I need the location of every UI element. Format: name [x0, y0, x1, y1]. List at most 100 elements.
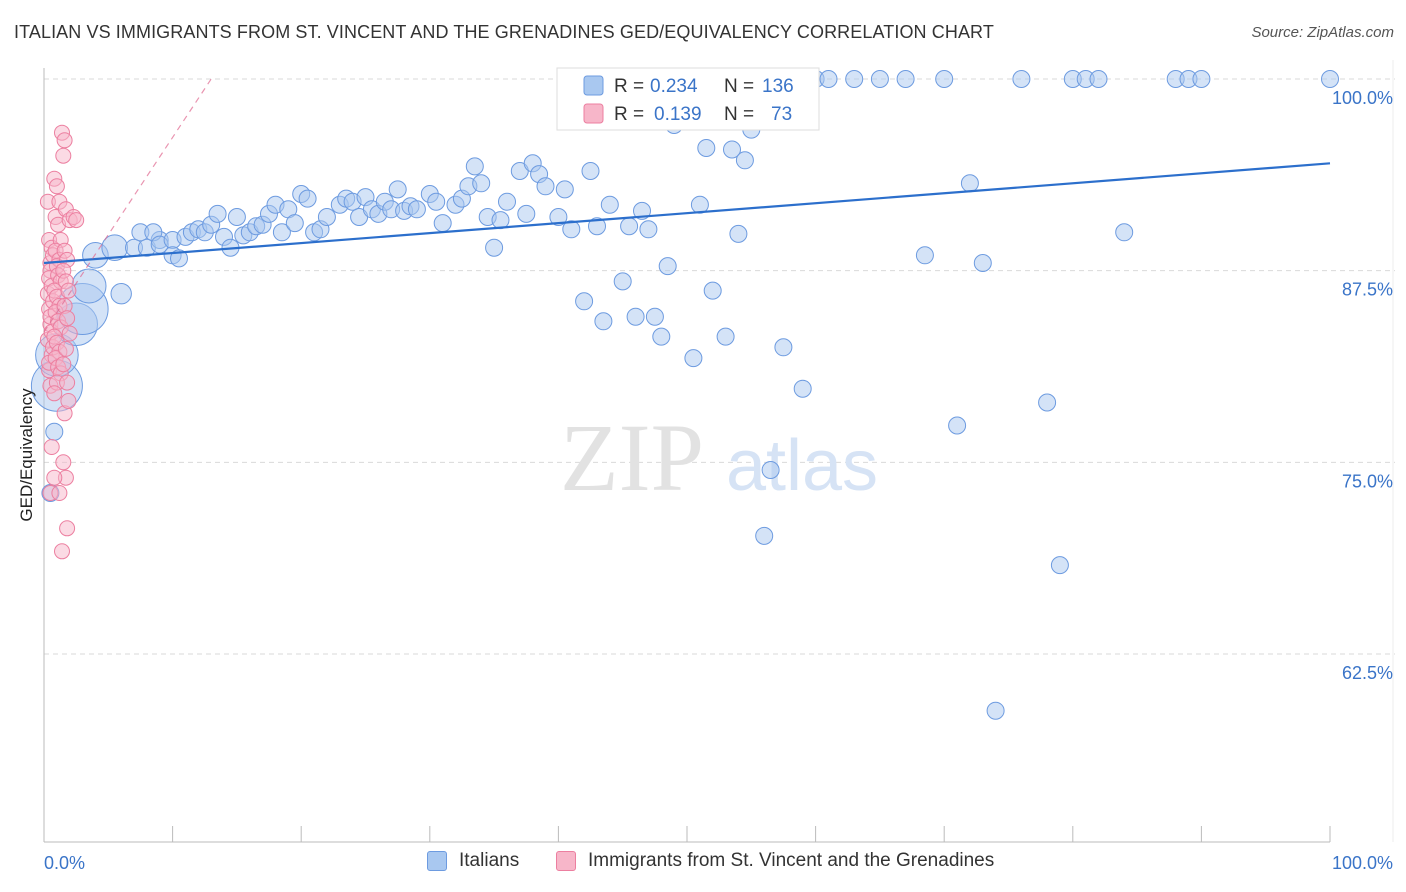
italians-point-68 — [517, 204, 536, 223]
italians-point-81 — [620, 217, 639, 236]
italians-point-115 — [948, 416, 967, 435]
immigrants-point-58 — [59, 310, 76, 327]
data-points — [30, 70, 1339, 720]
italians-point-54 — [407, 200, 426, 219]
italians-point-91 — [684, 349, 703, 368]
italians-point-41 — [317, 208, 336, 226]
italians-point-86 — [652, 327, 671, 346]
legend-label-italians: Italians — [459, 850, 520, 871]
italians-point-18 — [170, 249, 188, 268]
legend-label-immigrants: Immigrants from St. Vincent and the Gren… — [588, 850, 995, 871]
immigrants-point-59 — [61, 325, 78, 342]
source-label: Source: ZipAtlas.com — [1251, 24, 1394, 41]
italians-point-96 — [723, 140, 741, 159]
y-tick-label-3: 100.0% — [1332, 88, 1393, 108]
italians-point-118 — [986, 701, 1005, 720]
italians-point-75 — [575, 292, 594, 311]
italians-point-61 — [465, 157, 484, 176]
y-tick-label-1: 75.0% — [1342, 471, 1393, 491]
italians-point-128 — [1192, 70, 1211, 88]
italians-point-112 — [896, 70, 915, 88]
italians-point-94 — [703, 281, 722, 300]
italians-point-85 — [645, 307, 664, 326]
legend-item-immigrants: Immigrants from St. Vincent and the Gren… — [556, 850, 994, 872]
italians-point-120 — [1038, 393, 1057, 412]
italians-point-87 — [658, 257, 677, 276]
italians-point-79 — [600, 195, 619, 214]
legend-swatch-immigrants — [556, 851, 576, 871]
italians-point-7 — [110, 283, 132, 305]
y-tick-label-2: 87.5% — [1342, 280, 1393, 300]
italians-point-84 — [639, 220, 658, 239]
y-axis-label: GED/Equivalency — [17, 388, 36, 522]
italians-point-109 — [819, 70, 838, 88]
italians-point-77 — [588, 217, 606, 236]
legend-r-label-1: R = — [614, 76, 644, 97]
immigrants-point-44 — [46, 385, 63, 402]
legend-n-label-2: N = — [724, 104, 754, 125]
italians-point-124 — [1089, 70, 1108, 88]
immigrants-point-67 — [59, 520, 76, 537]
italians-point-101 — [755, 526, 774, 545]
italians-point-78 — [594, 312, 613, 331]
italians-point-27 — [227, 208, 246, 226]
tick-labels: 62.5% 75.0% 87.5% 100.0% 0.0% 100.0% — [44, 88, 1393, 873]
legend-item-italians: Italians — [427, 850, 519, 872]
y-tick-label-0: 62.5% — [1342, 663, 1393, 683]
legend-swatch-blue — [583, 75, 604, 96]
immigrants-point-64 — [55, 454, 72, 471]
immigrants-point-66 — [54, 543, 70, 560]
stats-legend: R = 0.234 N = 136 R = 0.139 N = 73 — [556, 67, 820, 131]
watermark-atlas: atlas — [726, 426, 878, 506]
immigrants-point-62 — [59, 374, 76, 391]
italians-point-98 — [735, 151, 754, 170]
legend-r-label-2: R = — [614, 104, 644, 125]
immigrants-point-51 — [68, 212, 85, 229]
immigrants-point-46 — [56, 132, 73, 149]
watermark: ZIP atlas — [560, 404, 878, 511]
italians-point-121 — [1050, 556, 1069, 575]
italians-point-119 — [1012, 70, 1031, 88]
italians-point-1 — [45, 422, 64, 441]
italians-point-125 — [1115, 223, 1134, 242]
immigrants-point-21 — [48, 178, 65, 195]
italians-point-97 — [729, 224, 748, 243]
immigrants-point-69 — [46, 469, 63, 486]
x-tick-label-1: 100.0% — [1332, 853, 1393, 873]
chart-title: ITALIAN VS IMMIGRANTS FROM ST. VINCENT A… — [14, 22, 994, 42]
italians-point-73 — [555, 180, 574, 199]
italians-point-36 — [285, 214, 304, 233]
italians-point-74 — [562, 220, 581, 239]
italians-point-6 — [71, 268, 107, 304]
italians-point-76 — [581, 162, 600, 180]
italians-point-57 — [433, 214, 452, 233]
italians-point-56 — [427, 192, 446, 211]
italians-point-38 — [298, 189, 317, 208]
italians-point-34 — [272, 223, 291, 242]
italians-point-82 — [626, 307, 645, 326]
legend-n-value-1: 136 — [762, 76, 794, 97]
immigrants-point-56 — [60, 282, 77, 299]
italians-point-62 — [472, 174, 491, 193]
italians-point-72 — [549, 208, 568, 226]
italians-point-110 — [845, 70, 864, 88]
italians-point-107 — [793, 379, 812, 398]
watermark-zip: ZIP — [560, 404, 704, 511]
italians-point-114 — [935, 70, 954, 88]
immigrants-point-72 — [60, 393, 77, 409]
italians-point-24 — [208, 204, 227, 223]
italians-point-111 — [870, 70, 889, 88]
legend-swatch-pink — [583, 103, 604, 124]
italians-point-93 — [697, 139, 716, 157]
italians-point-83 — [633, 201, 651, 220]
italians-point-80 — [613, 272, 632, 291]
immigrants-point-68 — [43, 439, 60, 455]
immigrants-point-61 — [55, 356, 72, 373]
legend-n-value-2: 73 — [771, 104, 792, 125]
italians-point-95 — [716, 327, 735, 346]
legend-n-label-1: N = — [724, 76, 754, 97]
legend-swatch-italians — [427, 851, 447, 871]
grid-lines — [44, 60, 1395, 842]
immigrants-point-60 — [57, 340, 74, 357]
